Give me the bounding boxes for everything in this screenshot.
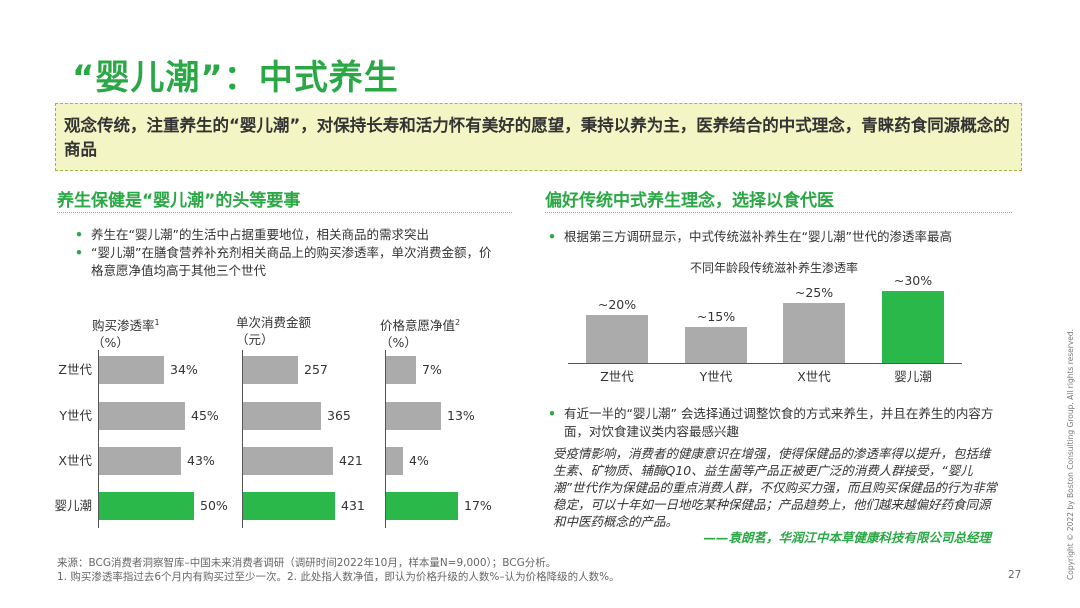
chart1-unit: （%） (92, 335, 129, 351)
right-divider (545, 212, 1012, 213)
bar-value-label: 43% (187, 453, 215, 468)
highlight-box: 观念传统，注重养生的“婴儿潮”，对保持长寿和活力怀有美好的愿望，秉持以养为主，医… (55, 103, 1022, 171)
bar-value-label: 34% (170, 362, 198, 377)
bar-value-label: ~20% (598, 297, 636, 312)
bar (386, 356, 416, 384)
bar-value-label: ~25% (795, 285, 833, 300)
bar (586, 315, 648, 363)
category-label: Y世代 (699, 369, 733, 384)
bar-value-label: 257 (304, 362, 328, 377)
right-bullet-list-1: 根据第三方调研显示，中式传统滋补养生在“婴儿潮”世代的渗透率最高 (548, 228, 998, 246)
category-label: X世代 (797, 369, 831, 384)
bar (783, 303, 845, 363)
bar (99, 356, 164, 384)
category-label: Z世代 (600, 369, 634, 384)
bar (243, 402, 321, 430)
chart2-header: 单次消费金额 （元） (236, 314, 311, 348)
chart3-unit: （%） (380, 335, 417, 351)
bar (685, 327, 747, 363)
chart1-title: 购买渗透率 (92, 318, 155, 334)
left-divider (57, 212, 512, 213)
left-bullet-list: 养生在“婴儿潮”的生活中占据重要地位，相关商品的需求突出 “婴儿潮”在膳食营养补… (75, 226, 495, 280)
bar (386, 402, 441, 430)
quote-attribution: ——袁朗茗，华润江中本草健康科技有限公司总经理 (703, 530, 991, 545)
bar-value-label: 365 (327, 408, 351, 423)
chart-axis-line (98, 350, 99, 528)
page-number: 27 (1008, 569, 1022, 581)
bar-value-label: ~15% (697, 309, 735, 324)
bar-value-label: 13% (447, 408, 475, 423)
chart3-header: 价格意愿净值2 （%） (380, 314, 460, 351)
category-label: Y世代 (59, 408, 92, 423)
vbar-chart-title: 不同年龄段传统滋补养生渗透率 (690, 261, 859, 275)
bar-value-label: 4% (409, 453, 429, 468)
category-label: Z世代 (58, 362, 92, 377)
footnote-definitions: 1. 购买渗透率指过去6个月内有购买过至少一次。2. 此处指人数净值，即认为价格… (57, 571, 620, 583)
chart-axis-line (242, 350, 243, 528)
chart1-header: 购买渗透率1 （%） (92, 314, 160, 351)
bar (386, 447, 403, 475)
footnotes: 来源：BCG消费者洞察智库–中国未来消费者调研（调研时间2022年10月，样本量… (57, 556, 620, 584)
bar-value-label: 17% (464, 498, 492, 513)
right-section-heading: 偏好传统中式养生理念，选择以食代医 (545, 191, 834, 211)
category-label: X世代 (58, 453, 92, 468)
bar-value-label: 50% (200, 498, 228, 513)
bar (882, 291, 944, 363)
quote-text: 受疫情影响，消费者的健康意识在增强，使得保健品的渗透率得以提升，包括维生素、矿物… (553, 446, 997, 529)
chart2-title: 单次消费金额 (236, 315, 312, 330)
highlight-text: 观念传统，注重养生的“婴儿潮”，对保持长寿和活力怀有美好的愿望，秉持以养为主，医… (64, 116, 1010, 159)
vertical-bar-chart: ~20% Z世代 ~15% Y世代 ~25% X世代 ~30% 婴儿潮 (568, 273, 962, 384)
bar (243, 447, 333, 475)
bar (99, 447, 181, 475)
chart-axis-line (385, 350, 386, 528)
chart2-unit: （元） (236, 332, 274, 347)
chart3-title: 价格意愿净值 (380, 318, 456, 334)
bar-value-label: 7% (422, 362, 442, 377)
chart1-title-sup: 1 (154, 318, 160, 327)
bar-value-label: 421 (339, 453, 363, 468)
bar (99, 402, 185, 430)
right-bullet-1: 根据第三方调研显示，中式传统滋补养生在“婴儿潮”世代的渗透率最高 (548, 228, 998, 246)
left-bullet-2: “婴儿潮”在膳食营养补充剂相关商品上的购买渗透率，单次消费金额，价格意愿净值均高… (75, 244, 495, 280)
bar-value-label: 45% (191, 408, 219, 423)
category-label: 婴儿潮 (894, 369, 932, 384)
copyright-notice: Copyright © 2022 by Boston Consulting Gr… (1066, 328, 1075, 580)
bar (243, 492, 335, 520)
left-bullet-1: 养生在“婴儿潮”的生活中占据重要地位，相关商品的需求突出 (75, 226, 495, 244)
bar (386, 492, 458, 520)
bar-value-label: ~30% (894, 273, 932, 288)
footnote-source: 来源：BCG消费者洞察智库–中国未来消费者调研（调研时间2022年10月，样本量… (57, 557, 557, 569)
category-label: 婴儿潮 (54, 498, 92, 513)
right-bullet-2: 有近一半的“婴儿潮” 会选择通过调整饮食的方式来养生，并且在养生的内容方面，对饮… (548, 405, 998, 441)
bar-value-label: 431 (341, 498, 365, 513)
page-title: “婴儿潮”：中式养生 (72, 58, 399, 98)
right-bullet-list-2: 有近一半的“婴儿潮” 会选择通过调整饮食的方式来养生，并且在养生的内容方面，对饮… (548, 405, 998, 441)
bar (243, 356, 298, 384)
bar (99, 492, 194, 520)
chart3-title-sup: 2 (455, 318, 461, 327)
left-section-heading: 养生保健是“婴儿潮”的头等要事 (57, 191, 301, 211)
